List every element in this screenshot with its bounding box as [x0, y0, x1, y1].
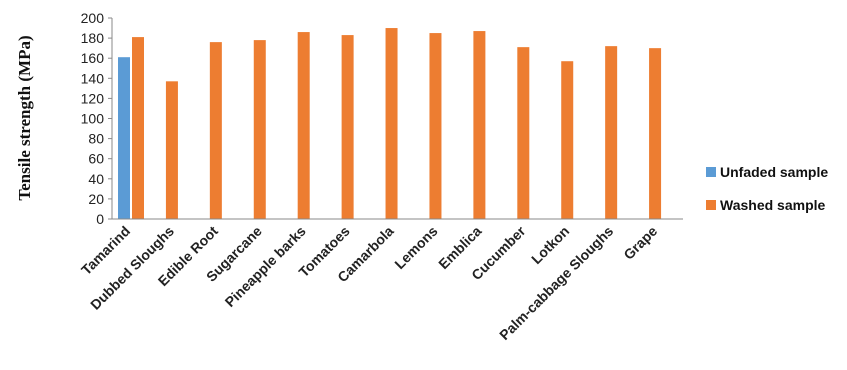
y-tick-label: 20 [88, 191, 104, 207]
y-tick-label: 0 [96, 211, 104, 227]
bar-washed-dubbed-sloughs [165, 81, 178, 219]
y-axis-title: Tensile strength (MPa) [15, 35, 34, 200]
y-tick-label: 60 [88, 151, 104, 167]
y-axis-ticks: 0 20 40 60 80 100 120 140 160 180 200 [81, 10, 112, 227]
bar-washed-sugarcane [253, 40, 266, 219]
y-tick-label: 40 [88, 171, 104, 187]
bar-washed-tamarind [132, 37, 144, 219]
legend-swatch-unfaded [706, 167, 716, 177]
legend: Unfaded sample Washed sample [706, 164, 828, 213]
bar-unfaded-tamarind [118, 57, 130, 219]
bar-washed-palm-cabbage-sloughs [605, 46, 618, 219]
y-tick-label: 200 [81, 10, 105, 26]
y-tick-label: 180 [81, 30, 105, 46]
legend-label-washed: Washed sample [720, 197, 826, 213]
bar-washed-camarbola [385, 28, 398, 219]
y-tick-label: 140 [81, 70, 105, 86]
bar-washed-edible-root [209, 42, 222, 220]
x-tick-label: Lemons [391, 223, 440, 272]
y-tick-label: 120 [81, 90, 105, 106]
y-tick-label: 100 [81, 111, 105, 127]
bar-washed-grape [649, 48, 662, 220]
x-tick-label: Pineapple barks [222, 223, 309, 310]
x-tick-label: Grape [620, 223, 660, 263]
x-tick-label: Lotkon [528, 223, 572, 267]
legend-swatch-washed [706, 200, 716, 210]
bar-washed-lotkon [561, 61, 574, 220]
bar-washed-cucumber [517, 47, 530, 219]
y-tick-label: 80 [88, 131, 104, 147]
bar-washed-pineapple-barks [297, 32, 310, 219]
bar-washed-lemons [429, 33, 442, 220]
legend-label-unfaded: Unfaded sample [720, 164, 828, 180]
bar-washed-tomatoes [341, 35, 354, 220]
y-tick-label: 160 [81, 50, 105, 66]
bars [118, 28, 662, 220]
bar-washed-emblica [473, 31, 486, 219]
